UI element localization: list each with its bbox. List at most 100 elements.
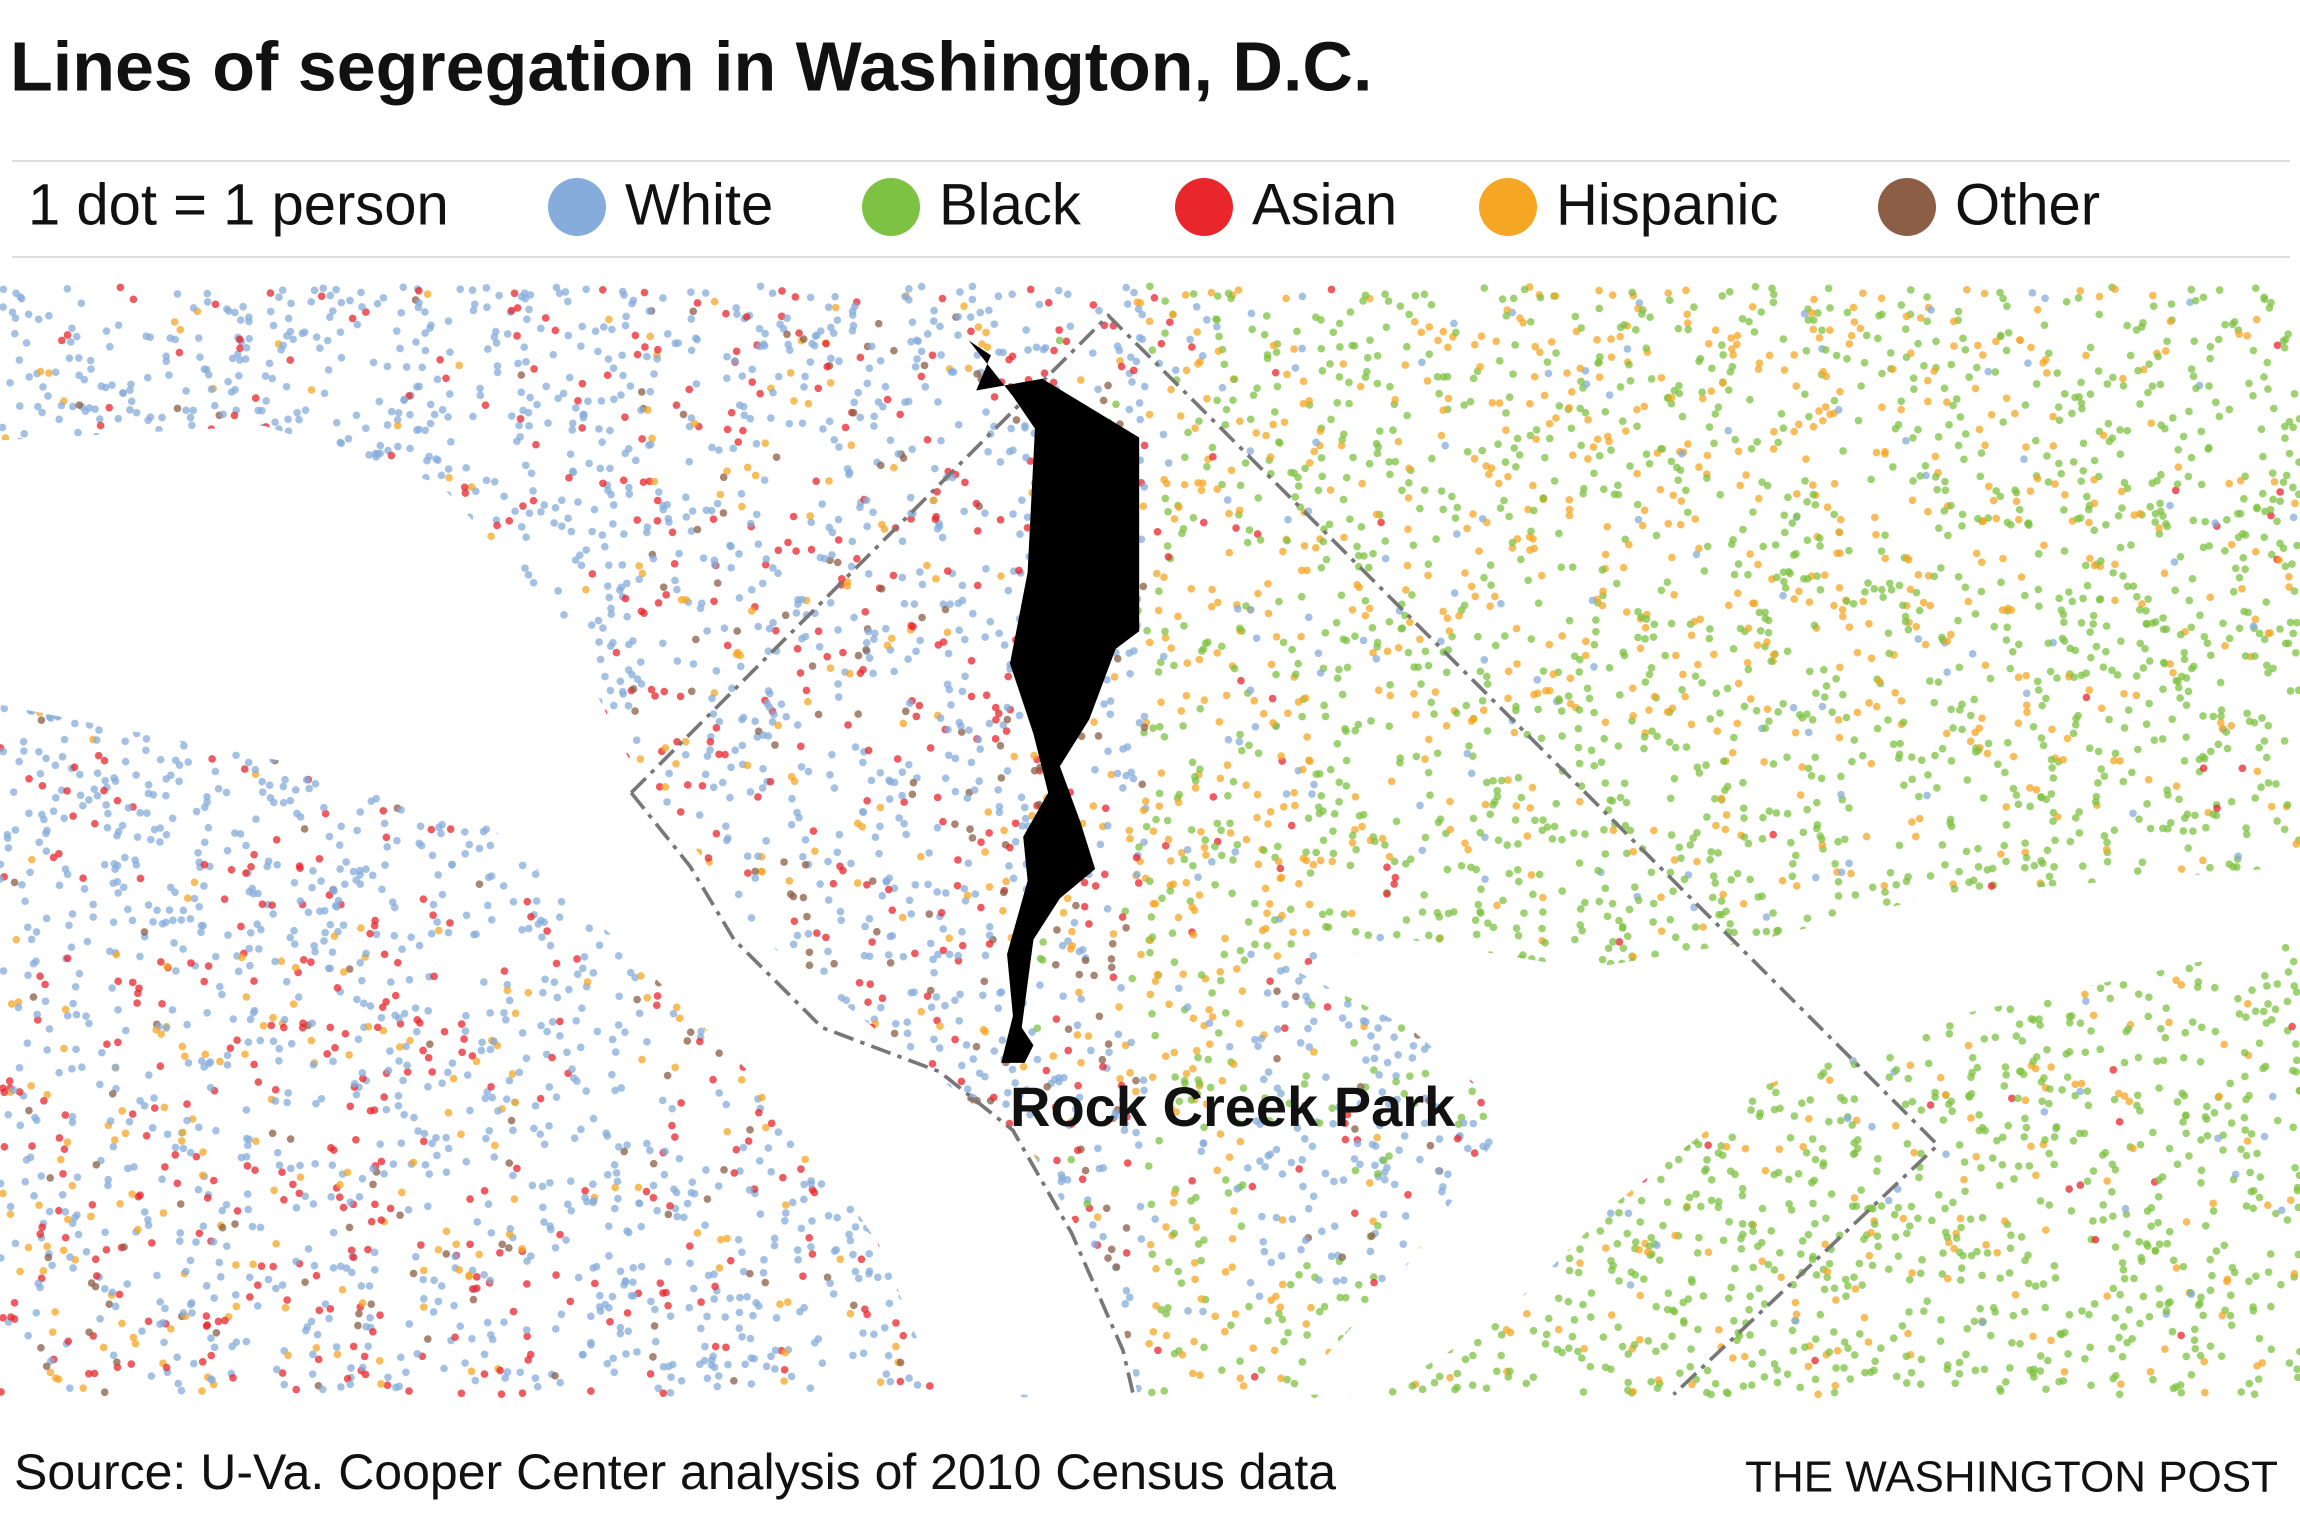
population-dot (2219, 1146, 2227, 1154)
population-dot (410, 1113, 418, 1122)
population-dot (1293, 1124, 1302, 1132)
population-dot (1145, 1339, 1153, 1348)
population-dot (2033, 677, 2042, 686)
population-dot (720, 624, 729, 632)
population-dot (621, 321, 630, 330)
population-dot (1873, 724, 1882, 733)
population-dot (2014, 800, 2023, 809)
population-dot (1917, 1149, 1925, 1158)
population-dot (1138, 310, 1147, 319)
population-dot (1707, 1176, 1716, 1184)
population-dot (472, 1273, 481, 1281)
population-dot (308, 1019, 316, 1028)
population-dot (1978, 1318, 1987, 1327)
population-dot (24, 310, 33, 319)
population-dot (1073, 1031, 1082, 1039)
population-dot (2094, 747, 2103, 756)
population-dot (1522, 1379, 1531, 1388)
population-dot (854, 651, 863, 660)
population-dot (780, 1216, 789, 1225)
population-dot (1530, 544, 1539, 553)
population-dot (2260, 533, 2269, 542)
population-dot (891, 1019, 900, 1028)
population-dot (365, 1282, 374, 1290)
population-dot (419, 1294, 428, 1303)
population-dot (379, 1026, 388, 1035)
population-dot (1188, 1216, 1196, 1225)
population-dot (186, 915, 195, 923)
population-dot (375, 1357, 384, 1365)
population-dot (1161, 842, 1170, 850)
population-dot (0, 1189, 7, 1198)
population-dot (1372, 655, 1381, 663)
population-dot (2016, 1339, 2024, 1348)
population-dot (293, 408, 301, 417)
population-dot (2123, 1230, 2131, 1238)
population-dot (692, 635, 700, 644)
population-dot (1221, 421, 1230, 429)
population-dot (896, 1377, 905, 1386)
population-dot (1182, 878, 1191, 887)
population-dot (1977, 587, 1986, 596)
population-dot (1914, 635, 1923, 643)
population-dot (1369, 649, 1377, 657)
population-dot (1504, 694, 1512, 703)
population-dot (333, 1350, 342, 1359)
population-dot (976, 745, 985, 753)
population-dot (876, 822, 884, 831)
population-dot (1564, 692, 1573, 700)
population-dot (1889, 740, 1898, 749)
population-dot (693, 1229, 702, 1237)
population-dot (2009, 752, 2018, 761)
population-dot (2060, 618, 2068, 627)
population-dot (1384, 297, 1393, 305)
population-dot (1197, 971, 1206, 979)
population-dot (449, 1074, 458, 1083)
population-dot (2105, 715, 2113, 724)
population-dot (505, 1159, 514, 1167)
population-dot (687, 288, 695, 296)
population-dot (395, 1382, 403, 1391)
population-dot (189, 1359, 198, 1368)
population-dot (2173, 1098, 2182, 1106)
population-dot (1513, 865, 1522, 874)
population-dot (1650, 620, 1659, 629)
population-dot (1728, 1133, 1737, 1142)
population-dot (1809, 481, 1817, 489)
population-dot (103, 823, 112, 832)
population-dot (2065, 588, 2073, 596)
population-dot (1495, 479, 1503, 488)
population-dot (1698, 388, 1706, 397)
population-dot (2081, 1048, 2090, 1057)
population-dot (1693, 763, 1702, 771)
population-dot (1174, 612, 1182, 621)
population-dot (1488, 399, 1497, 407)
population-dot (383, 1381, 392, 1390)
population-dot (541, 975, 549, 984)
population-dot (1762, 913, 1771, 921)
population-dot (924, 880, 932, 889)
population-dot (605, 593, 614, 602)
population-dot (954, 421, 963, 429)
population-dot (1884, 1265, 1893, 1274)
population-dot (1596, 1227, 1605, 1235)
population-dot (2075, 808, 2083, 816)
population-dot (466, 1195, 474, 1203)
population-dot (1862, 832, 1871, 841)
population-dot (2139, 664, 2148, 672)
population-dot (355, 1309, 363, 1318)
population-dot (499, 882, 508, 890)
population-dot (1970, 1317, 1979, 1326)
population-dot (310, 1261, 319, 1270)
population-dot (433, 375, 442, 384)
population-dot (1740, 702, 1749, 711)
population-dot (552, 283, 561, 292)
population-dot (739, 1267, 748, 1276)
population-dot (818, 1359, 827, 1368)
population-dot (1645, 1242, 1654, 1251)
population-dot (1146, 990, 1155, 999)
population-dot (414, 1127, 422, 1135)
population-dot (2024, 1251, 2032, 1259)
population-dot (1812, 798, 1821, 807)
population-dot (144, 1317, 153, 1326)
